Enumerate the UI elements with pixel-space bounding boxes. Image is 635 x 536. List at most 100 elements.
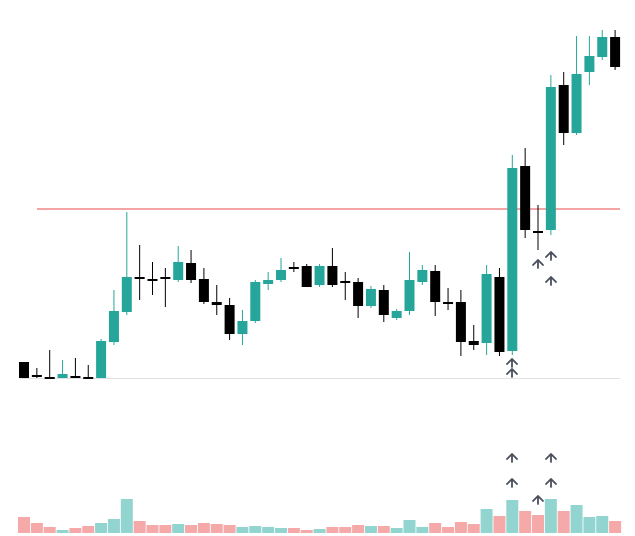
volume-bar	[544, 499, 557, 533]
volume-bar	[519, 511, 532, 533]
volume-bar	[197, 523, 210, 533]
volume-bar	[133, 521, 146, 533]
candle-body	[391, 311, 402, 318]
volume-bar	[609, 521, 622, 533]
candle-body	[83, 377, 94, 379]
signal-arrow	[545, 478, 557, 488]
volume-bar	[172, 524, 185, 533]
volume-bar	[416, 527, 429, 533]
volume-bar	[69, 528, 82, 533]
candle-body	[44, 377, 55, 379]
volume-bar	[287, 528, 300, 533]
candle-body	[584, 56, 595, 72]
signal-arrow	[545, 276, 557, 286]
signal-arrow	[532, 259, 544, 269]
candle-body	[211, 302, 222, 305]
volume-bar	[493, 516, 506, 533]
volume-bar	[185, 525, 198, 533]
candle-body	[186, 263, 197, 280]
volume-bar	[159, 525, 172, 533]
candle-body	[276, 270, 286, 280]
volume-bar	[454, 522, 467, 533]
volume-bar	[583, 517, 596, 533]
candle-body	[173, 262, 184, 280]
candle-body	[340, 281, 351, 283]
signal-arrow	[532, 495, 544, 505]
volume-bar	[18, 517, 30, 533]
volume-bar	[300, 530, 313, 533]
candle-body	[365, 289, 376, 306]
candle-body	[378, 290, 389, 315]
candle-body	[481, 274, 492, 343]
candle-body	[57, 374, 68, 378]
volume-bar	[596, 516, 609, 533]
volume-bar	[275, 528, 287, 533]
volume-bar	[146, 525, 159, 533]
candle-body	[353, 282, 364, 306]
candle-body	[160, 277, 171, 279]
candle-body	[198, 279, 209, 302]
candle-body	[545, 87, 556, 230]
plot-area	[18, 30, 622, 533]
volume-bar	[107, 519, 120, 533]
volume-bar	[262, 527, 275, 533]
volume-bar	[352, 525, 365, 533]
volume-bar	[557, 511, 570, 533]
candle-body	[147, 279, 158, 281]
volume-bar	[120, 499, 133, 533]
volume-bar	[236, 527, 249, 533]
candle-body	[558, 85, 569, 133]
volume-bar	[403, 520, 416, 533]
candle-body	[443, 302, 454, 304]
candle-body	[96, 341, 107, 378]
candle-body	[108, 311, 119, 342]
candle-body	[520, 166, 531, 230]
candle-body	[250, 282, 261, 321]
candle-body	[237, 321, 248, 334]
candle-body	[597, 37, 608, 57]
candle-body	[430, 271, 441, 302]
candle-body	[70, 376, 81, 378]
candle-body	[533, 231, 543, 233]
candle-body	[19, 362, 29, 378]
volume-bar	[56, 530, 69, 533]
signal-arrow	[545, 453, 557, 463]
candle-body	[224, 305, 235, 334]
volume-bar	[82, 526, 95, 533]
candle-body	[571, 74, 582, 133]
signal-arrow	[506, 368, 518, 378]
volume-bar	[377, 526, 390, 533]
candle-body	[468, 341, 479, 345]
candle-body	[494, 277, 505, 352]
volume-bar	[210, 524, 223, 533]
volume-bar	[506, 500, 519, 533]
volume-bar	[339, 527, 352, 533]
candle-body	[404, 280, 415, 311]
candle-body	[134, 277, 145, 279]
volume-bar	[480, 509, 493, 533]
signal-arrow	[506, 453, 518, 463]
candle-body	[121, 277, 132, 312]
volume-bar	[570, 505, 583, 533]
candle-body	[610, 37, 621, 67]
volume-bar	[30, 523, 43, 533]
volume-bar	[326, 527, 339, 533]
volume-bar	[532, 515, 544, 533]
candle-body	[455, 302, 466, 342]
volume-bar	[249, 526, 262, 533]
candle-body	[417, 270, 428, 282]
volume-bar	[467, 524, 480, 533]
candle-body	[314, 266, 325, 285]
volume-bar	[95, 523, 108, 533]
candle-body	[263, 280, 274, 284]
volume-bar	[223, 525, 236, 533]
candle-body	[507, 168, 518, 351]
volume-bar	[429, 523, 442, 533]
volume-bar	[442, 527, 455, 533]
volume-bar	[364, 526, 377, 533]
volume-bar	[43, 527, 56, 533]
candle-body	[31, 375, 42, 377]
volume-bar	[313, 529, 326, 533]
signal-arrow	[506, 478, 518, 488]
